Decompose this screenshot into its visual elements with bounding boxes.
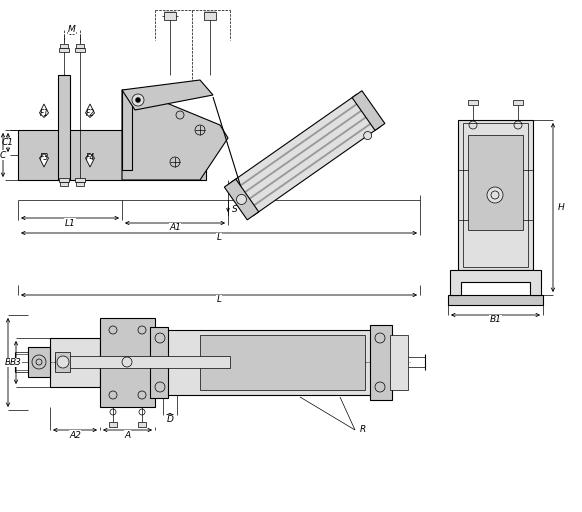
Text: A: A bbox=[125, 431, 130, 439]
Bar bbox=[55, 352, 70, 372]
Circle shape bbox=[236, 195, 247, 204]
Bar bbox=[513, 100, 523, 105]
Bar bbox=[60, 182, 68, 186]
Bar bbox=[18, 130, 206, 180]
Text: B3: B3 bbox=[10, 358, 22, 367]
Text: F2: F2 bbox=[86, 109, 95, 117]
Bar bbox=[200, 335, 365, 390]
Text: F1: F1 bbox=[40, 109, 49, 117]
Polygon shape bbox=[230, 94, 380, 216]
Text: A1: A1 bbox=[169, 224, 181, 232]
Polygon shape bbox=[352, 91, 385, 131]
Text: D: D bbox=[166, 416, 173, 424]
Bar bbox=[55, 356, 230, 368]
Polygon shape bbox=[86, 154, 94, 167]
Bar bbox=[463, 123, 528, 267]
Polygon shape bbox=[86, 104, 94, 117]
Bar bbox=[468, 100, 478, 105]
Bar bbox=[109, 422, 117, 427]
Bar bbox=[155, 330, 390, 395]
Bar bbox=[60, 44, 68, 48]
Polygon shape bbox=[122, 80, 213, 110]
Text: A2: A2 bbox=[69, 431, 81, 439]
Polygon shape bbox=[243, 110, 363, 194]
Bar bbox=[75, 48, 85, 52]
Polygon shape bbox=[450, 270, 541, 295]
Text: L1: L1 bbox=[65, 219, 76, 227]
Text: C: C bbox=[0, 151, 6, 160]
Text: R: R bbox=[360, 425, 366, 435]
Text: H: H bbox=[558, 203, 565, 212]
Bar bbox=[390, 335, 408, 390]
Bar bbox=[59, 178, 69, 182]
Bar bbox=[58, 75, 70, 180]
Bar bbox=[28, 347, 50, 377]
Text: L: L bbox=[217, 233, 222, 243]
Bar bbox=[50, 338, 100, 387]
Text: F3: F3 bbox=[40, 154, 49, 162]
Bar bbox=[204, 12, 216, 20]
Bar bbox=[164, 12, 176, 20]
Polygon shape bbox=[40, 154, 48, 167]
Bar bbox=[138, 422, 146, 427]
Bar bbox=[150, 327, 168, 398]
Circle shape bbox=[136, 97, 140, 102]
Text: L: L bbox=[217, 295, 222, 305]
Bar bbox=[76, 182, 84, 186]
Text: C1: C1 bbox=[2, 138, 14, 147]
Text: M: M bbox=[68, 25, 76, 33]
Bar bbox=[468, 135, 523, 230]
Polygon shape bbox=[247, 116, 367, 201]
Bar bbox=[100, 318, 155, 407]
Text: B1: B1 bbox=[489, 315, 502, 325]
Bar bbox=[122, 90, 132, 170]
Polygon shape bbox=[122, 90, 228, 180]
Bar bbox=[370, 325, 392, 400]
Polygon shape bbox=[252, 122, 372, 207]
Circle shape bbox=[132, 94, 144, 106]
Text: F4: F4 bbox=[86, 154, 95, 162]
Bar bbox=[76, 44, 84, 48]
Text: S: S bbox=[232, 205, 238, 215]
Circle shape bbox=[487, 187, 503, 203]
Bar bbox=[75, 178, 85, 182]
Circle shape bbox=[57, 356, 69, 368]
Bar bbox=[458, 120, 533, 270]
Bar bbox=[448, 295, 543, 305]
Polygon shape bbox=[238, 103, 358, 187]
Circle shape bbox=[364, 132, 372, 140]
Polygon shape bbox=[224, 179, 259, 220]
Polygon shape bbox=[40, 104, 48, 117]
Text: B: B bbox=[5, 358, 11, 367]
Bar bbox=[59, 48, 69, 52]
